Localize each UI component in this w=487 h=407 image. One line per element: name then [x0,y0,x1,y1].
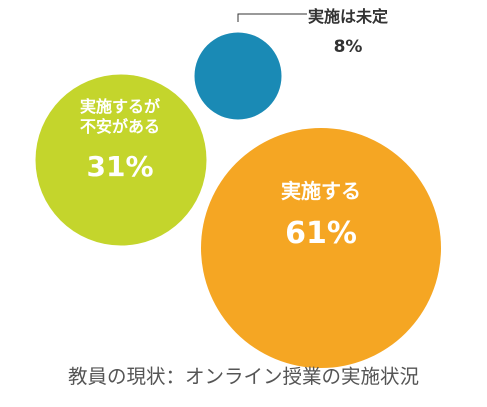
bubble-1 [201,128,441,368]
bubble-2 [35,74,207,246]
leader-line [237,13,307,22]
bubble-value-1: 61% [285,216,357,251]
bubble-label-2-line-2: 不安がある [80,117,160,136]
chart-title: 教員の現状：オンライン授業の実施状況 [68,365,419,388]
bubble-3 [194,32,282,120]
bubble-value-2: 31% [86,150,153,183]
bubble-value-3: 8% [334,37,363,57]
bubble-layer [35,32,441,368]
bubble-label-3-line-1: 実施は未定 [308,7,388,26]
bubble-label-2-line-1: 実施するが [80,97,160,116]
bubble-label-1-line-1: 実施する [281,179,361,203]
